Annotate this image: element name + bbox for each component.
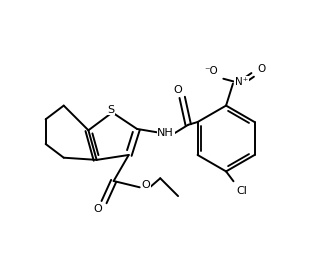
Text: Cl: Cl [236, 186, 247, 196]
Text: S: S [107, 105, 114, 115]
Text: O: O [141, 180, 150, 190]
Text: O: O [257, 64, 266, 75]
Text: O: O [93, 204, 102, 214]
Text: NH: NH [157, 128, 174, 138]
Text: ⁻O: ⁻O [204, 66, 218, 76]
Text: O: O [173, 85, 182, 95]
Text: N⁺: N⁺ [235, 77, 248, 87]
